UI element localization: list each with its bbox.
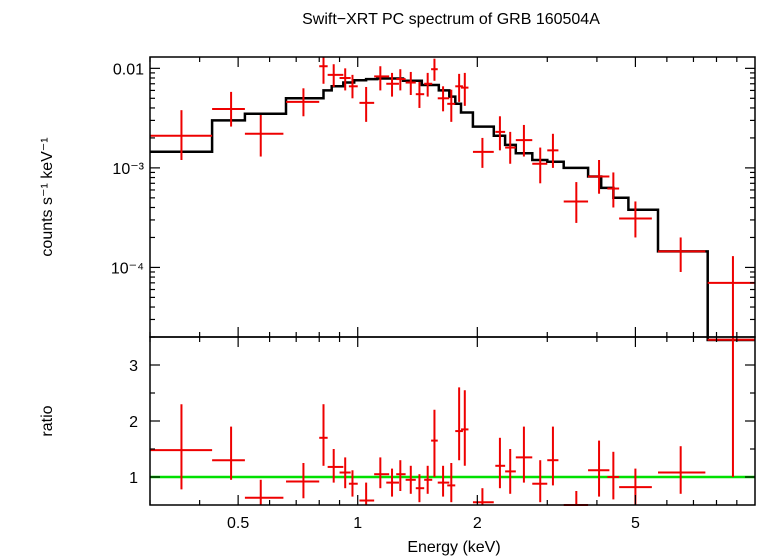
ratio-data-point [532,460,548,503]
spectrum-data-point [374,66,390,91]
x-tick-label: 0.5 [227,515,249,532]
y-tick-label: 10⁻³ [112,161,144,178]
x-tick-label: 5 [631,515,640,532]
ratio-data-point [563,491,589,506]
spectrum-data-point [472,137,494,168]
spectrum-data-point [286,88,320,117]
spectrum-data-point [658,237,706,272]
spectrum-data-point [386,72,399,97]
spectrum-data-point [505,131,516,164]
spectrum-data-point [431,58,438,81]
ratio-data-point [515,426,533,483]
ratio-data-point [374,457,390,489]
ratio-data-point [150,404,213,490]
spectrum-data-point [515,124,533,157]
spectrum-data-point [607,172,620,208]
spectrum-data-point [150,110,213,161]
y-tick-label: 3 [129,358,138,375]
chart-title: Swift−XRT PC spectrum of GRB 160504A [302,11,600,28]
ratio-panel: ratio Energy (keV) 0.5 1 2 5 1 2 3 [39,336,756,556]
spectrum-data-point [244,114,284,157]
spectrum-data-point [547,133,559,168]
ratio-data-point [396,460,406,491]
spectrum-data-point [396,69,406,91]
spectrum-data-point [619,201,652,238]
spectrum-data-point [707,256,755,337]
spectrum-frame [149,56,756,338]
spectrum-data-point [437,86,450,112]
model-histogram [150,77,755,342]
y-tick-label: 2 [129,414,138,431]
spectrum-data-point [212,91,245,127]
spectrum-data-point [327,64,344,87]
ratio-data-point [319,404,328,466]
x-axis-label: Energy (keV) [407,539,500,556]
ratio-data-point [472,488,494,505]
y-tick-label: 1 [129,470,138,487]
spectrum-data-point [495,116,506,151]
ratio-data-point [431,409,438,477]
spectrum-panel: counts s⁻¹ keV⁻¹ 0.01 10⁻³ 10⁻⁴ [39,56,756,342]
ratio-data-point [339,457,351,489]
ratio-data-point [437,465,450,497]
ratio-data-point [447,463,456,503]
spectrum-data-point [424,72,433,97]
ratio-data-point [327,449,344,483]
ratio-data-point [244,479,284,505]
spectrum-y-axis-label: counts s⁻¹ keV⁻¹ [39,137,56,256]
ratio-data-point [455,387,463,461]
spectrum-data-point [447,89,456,122]
ratio-data-point [359,482,375,505]
spectrum-data-point [405,71,416,95]
ratio-data-point [505,449,516,494]
ratio-data-point [495,437,506,489]
spectrum-data-point [415,81,425,108]
y-tick-label: 0.01 [113,61,144,78]
ratio-data-point [286,463,320,499]
ratio-data-point [607,451,620,500]
ratio-y-axis-label: ratio [39,405,56,436]
ratio-data-point [658,446,706,494]
spectrum-data-point [455,73,463,102]
spectrum-data-point [348,74,358,99]
spectrum-data-point [563,182,589,223]
spectrum-data-point [319,57,328,84]
ratio-data-point [707,337,755,477]
ratio-data-point [405,465,416,494]
ratio-data-point [415,474,425,503]
ratio-data-point [424,465,433,494]
spectrum-data-point [359,86,375,122]
spectrum-data-point [532,147,548,184]
ratio-data-point [588,440,610,497]
spectrum-data-point [461,72,469,106]
spectrum-data-point [339,68,351,91]
x-tick-label: 2 [473,515,482,532]
ratio-data-point [348,470,358,497]
ratio-data-point [547,426,559,486]
y-tick-label: 10⁻⁴ [111,260,144,277]
spectrum-data-point [588,160,610,194]
ratio-data-point [212,426,245,480]
ratio-data-point [386,468,399,497]
ratio-data-point [461,390,469,466]
ratio-frame [149,336,756,506]
x-tick-label: 1 [353,515,362,532]
